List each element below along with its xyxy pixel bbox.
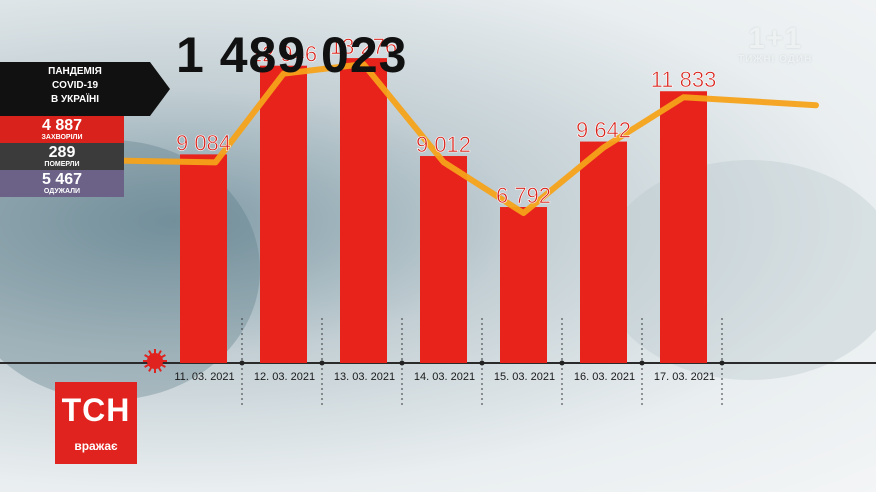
stat-sick: 4 887 ЗАХВОРІЛИ [0,116,124,143]
stat-dead: 289 ПОМЕРЛИ [0,143,124,170]
x-tick-marker-3 [399,360,405,366]
x-tick-marker-5 [559,360,565,366]
x-tick-label-7: 17. 03. 2021 [654,371,715,383]
x-tick-marker-2 [319,360,325,366]
value-label-5: 6 792 [496,183,551,208]
channel-logo-main: 1+1 [748,22,803,55]
bar-2 [260,65,307,363]
stats-panel: ПАНДЕМІЯ COVID-19 В УКРАЇНІ 4 887 ЗАХВОР… [0,62,170,197]
channel-logo-sub: ТИЖНІ ОДИН [738,54,813,65]
total-cases: 1 489 023 [176,27,408,83]
bar-7 [660,91,707,364]
trend-line [0,61,819,217]
x-tick-marker-7 [719,360,725,366]
value-label-3: 13 276 [330,34,397,59]
x-tick-label-5: 15. 03. 2021 [494,371,555,383]
x-tick-label-1: 11. 03. 2021 [174,371,234,383]
x-tick-label-3: 13. 03. 2021 [334,371,395,383]
value-label-6: 9 642 [576,118,631,143]
stat-sick-label: ЗАХВОРІЛИ [41,134,83,141]
bar-1 [180,154,227,363]
x-tick-marker-4 [479,360,485,366]
value-label-7: 11 833 [651,67,717,92]
x-tick-label-4: 14. 03. 2021 [414,371,475,383]
channel-logo: 1+1 ТИЖНІ ОДИН [738,22,813,66]
x-tick-marker-6 [639,360,645,366]
panel-title: ПАНДЕМІЯ COVID-19 В УКРАЇНІ [0,62,170,116]
bar-4 [420,156,467,363]
x-tick-label-2: 12. 03. 2021 [254,371,315,383]
stat-recovered: 5 467 ОДУЖАЛИ [0,170,124,197]
bar-3 [340,58,387,363]
value-label-2: 12 946 [250,42,317,67]
x-tick-marker-1 [239,360,245,366]
stat-sick-value: 4 887 [41,117,83,134]
tsn-logo-sub: вражає [74,439,118,453]
x-tick-label-6: 16. 03. 2021 [574,371,635,383]
panel-title-line2: COVID-19 [51,80,99,91]
panel-title-line1: ПАНДЕМІЯ [48,66,102,77]
virus-blur-right [600,160,876,380]
stat-recovered-value: 5 467 [41,171,83,188]
tsn-logo-name: ТСН [61,392,131,428]
bar-6 [580,141,627,363]
value-label-4: 9 012 [416,132,471,157]
value-label-1: 9 084 [176,130,231,155]
tsn-logo: ТСН вражає [55,382,137,464]
stat-dead-label: ПОМЕРЛИ [44,161,80,168]
virus-icon [143,349,167,373]
panel-title-line3: В УКРАЇНІ [50,94,100,105]
stat-dead-value: 289 [48,144,76,161]
bar-5 [500,207,547,363]
stat-recovered-label: ОДУЖАЛИ [43,188,81,195]
